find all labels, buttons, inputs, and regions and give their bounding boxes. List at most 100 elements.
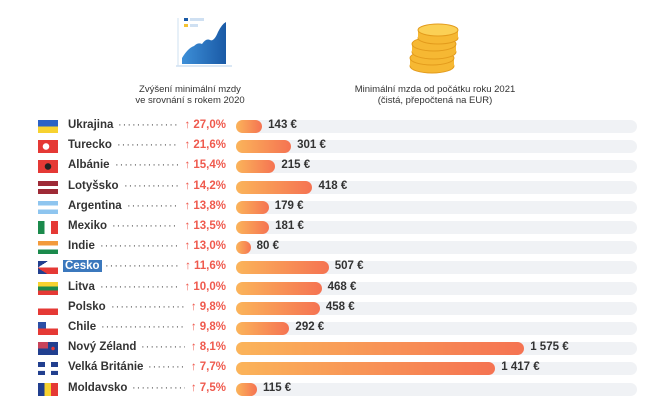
bar-track — [236, 200, 637, 214]
wage-bar — [236, 301, 320, 315]
country-row: Albánie ································… — [0, 156, 658, 176]
country-row: Chile ··································… — [0, 318, 658, 338]
wage-bar — [236, 140, 292, 154]
bar-track — [236, 382, 637, 396]
country-name: Česko — [63, 260, 102, 273]
leader-dots: ········································ — [101, 321, 185, 333]
wage-column-header: Minimální mzda od počátku roku 2021 (čis… — [330, 84, 540, 106]
wage-label: 80 € — [256, 240, 280, 253]
bar-track — [236, 322, 637, 335]
increase-label: ↑ 13,8% — [184, 199, 226, 212]
turkey-flag-icon — [38, 140, 58, 154]
header-line: ve srovnání s rokem 2020 — [135, 95, 245, 106]
country-name: Mexiko — [68, 220, 107, 232]
country-name: Polsko — [68, 300, 106, 313]
lithuania-flag-icon — [38, 281, 58, 295]
leader-dots: ········································ — [117, 139, 178, 152]
increase-label: ↑ 14,2% — [184, 179, 226, 192]
bar-track — [236, 221, 637, 234]
increase-label: ↑ 7,7% — [190, 361, 226, 374]
leader-dots: ········································ — [111, 300, 185, 313]
bar-track — [236, 160, 637, 174]
increase-label: ↑ 9,8% — [190, 300, 226, 313]
chile-flag-icon — [38, 322, 58, 335]
wage-bar — [236, 241, 251, 255]
leader-dots: ········································ — [100, 280, 178, 293]
wage-bar — [236, 342, 525, 356]
bar-track — [236, 261, 637, 275]
leader-dots: ········································ — [118, 119, 178, 131]
wage-bar — [236, 160, 276, 174]
albania-flag-icon — [38, 160, 58, 174]
leader-dots: ········································ — [141, 341, 185, 354]
country-name: Nový Zéland — [68, 341, 137, 354]
czechia-flag-icon — [38, 261, 58, 275]
increase-label: ↑ 8,1% — [190, 341, 226, 354]
country-name: Indie — [68, 240, 95, 253]
country-name: Moldavsko — [68, 381, 128, 394]
poland-flag-icon — [38, 301, 58, 315]
country-row: Indie ··································… — [0, 237, 658, 257]
wage-label: 507 € — [334, 260, 364, 273]
country-row: Lotyšsko ·······························… — [0, 177, 658, 197]
wage-label: 179 € — [274, 199, 304, 212]
bar-track — [236, 281, 637, 295]
moldova-flag-icon — [38, 382, 58, 396]
increase-label: ↑ 7,5% — [190, 381, 226, 394]
leader-dots: ········································ — [132, 381, 185, 394]
country-row: Moldavsko ······························… — [0, 379, 658, 399]
country-row: Ukrajina ·······························… — [0, 116, 658, 136]
wage-label: 1 575 € — [530, 341, 569, 354]
country-name: Ukrajina — [68, 119, 114, 131]
leader-dots: ········································ — [105, 260, 179, 273]
increase-label: ↑ 27,0% — [184, 119, 226, 131]
country-row: Argentina ······························… — [0, 197, 658, 217]
country-name: Argentina — [68, 199, 122, 212]
country-row: Litva ··································… — [0, 278, 658, 298]
wage-label: 458 € — [325, 300, 355, 313]
wage-bar — [236, 221, 270, 234]
wage-label: 115 € — [263, 381, 292, 394]
country-row: Nový Zéland ····························… — [0, 338, 658, 358]
increase-label: ↑ 13,0% — [184, 240, 226, 253]
bar-track — [236, 120, 637, 133]
wage-label: 418 € — [318, 179, 348, 192]
country-row: Turecko ································… — [0, 136, 658, 156]
wage-bar — [236, 322, 290, 335]
country-row: Mexiko ·································… — [0, 217, 658, 237]
wage-bar — [236, 281, 322, 295]
country-name: Chile — [68, 321, 97, 333]
wage-label: 1 417 € — [501, 361, 540, 374]
country-row: Velká Británie ·························… — [0, 358, 658, 378]
increase-column-header: Zvýšení minimální mzdy ve srovnání s rok… — [120, 84, 260, 106]
leader-dots: ········································ — [148, 361, 185, 374]
latvia-flag-icon — [38, 180, 58, 194]
wage-label: 181 € — [275, 220, 304, 232]
wage-bar — [236, 120, 263, 133]
india-flag-icon — [38, 241, 58, 255]
leader-dots: ········································ — [112, 220, 178, 232]
country-name: Albánie — [68, 159, 110, 172]
wage-label: 301 € — [297, 139, 326, 152]
area-chart-icon — [176, 18, 232, 67]
leader-dots: ········································ — [100, 240, 178, 253]
country-name: Velká Británie — [68, 361, 144, 374]
leader-dots: ········································ — [124, 179, 178, 192]
increase-label: ↑ 11,6% — [185, 260, 226, 273]
wage-bar — [236, 180, 313, 194]
increase-label: ↑ 15,4% — [184, 159, 226, 172]
increase-label: ↑ 13,5% — [184, 220, 226, 232]
argentina-flag-icon — [38, 200, 58, 214]
bar-track — [236, 241, 637, 255]
wage-label: 215 € — [281, 159, 311, 172]
bar-track — [236, 180, 637, 194]
bar-track — [236, 301, 637, 315]
leader-dots: ········································ — [127, 199, 178, 212]
country-name: Litva — [68, 280, 95, 293]
increase-label: ↑ 9,8% — [190, 321, 226, 333]
country-row: Polsko ·································… — [0, 298, 658, 318]
mexico-flag-icon — [38, 221, 58, 234]
bar-track — [236, 140, 637, 154]
wage-bar — [236, 200, 269, 214]
